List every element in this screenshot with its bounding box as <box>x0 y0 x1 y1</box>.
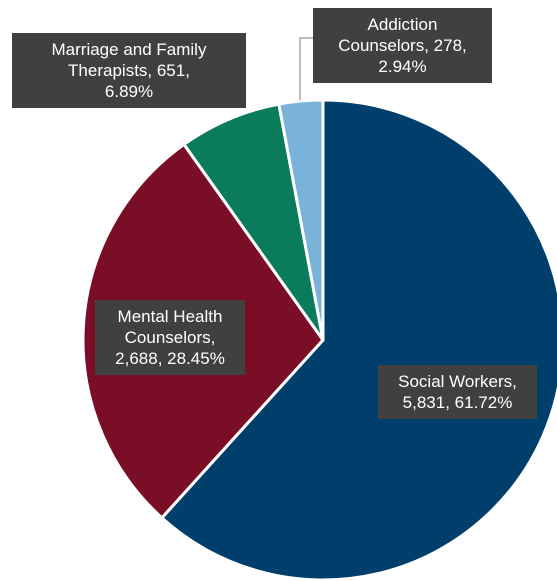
data-label: Social Workers, 5,831, 61.72% <box>378 365 537 419</box>
pie-slice <box>182 102 325 342</box>
data-label: Marriage and Family Therapists, 651, 6.8… <box>12 33 246 108</box>
data-label: Addiction Counselors, 278, 2.94% <box>313 8 492 83</box>
data-label: Mental Health Counselors, 2,688, 28.45% <box>95 300 245 375</box>
leader-line <box>299 37 313 100</box>
pie-slice <box>277 98 325 342</box>
pie-slice <box>160 98 557 581</box>
